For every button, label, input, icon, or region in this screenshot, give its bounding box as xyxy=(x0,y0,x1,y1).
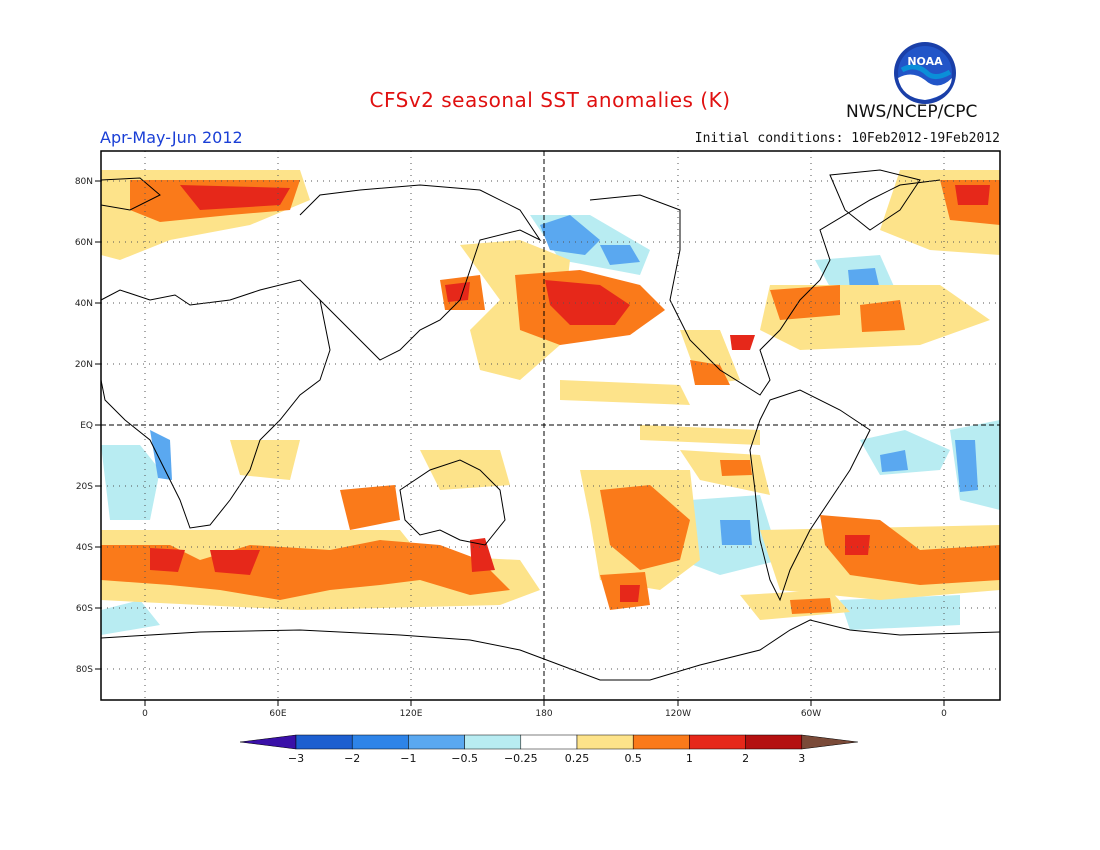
anomaly-light-blue-region xyxy=(101,445,160,520)
anomaly-blue-region xyxy=(955,440,978,492)
anomaly-blue-region xyxy=(540,215,600,255)
anomaly-red-region xyxy=(620,585,640,602)
noaa-logo-text: NOAA xyxy=(907,55,943,68)
anomaly-blue-region xyxy=(720,520,752,545)
lat-tick-label: 40S xyxy=(76,543,93,553)
agency-label: NWS/NCEP/CPC xyxy=(846,102,978,122)
lat-tick-label: 20S xyxy=(76,482,93,492)
anomaly-yellow-region xyxy=(640,425,760,445)
lat-tick-label: 40N xyxy=(75,299,93,309)
anomaly-blue-region xyxy=(880,450,908,472)
coastline-north-america xyxy=(589,179,941,396)
anomaly-red-region xyxy=(470,538,495,572)
anomaly-orange-region xyxy=(770,285,840,320)
anomaly-blue-region xyxy=(848,268,880,290)
lat-tick-label: 80S xyxy=(76,665,93,675)
season-label: Apr-May-Jun 2012 xyxy=(100,128,243,147)
lat-ticks xyxy=(95,180,101,670)
lat-tick-label: 60S xyxy=(76,604,93,614)
initial-conditions-label: Initial conditions: 10Feb2012-19Feb2012 xyxy=(694,131,1000,146)
coastline-asia xyxy=(299,184,542,361)
colorbar-swatch xyxy=(689,734,746,750)
colorbar-tick-label: 0.5 xyxy=(624,752,642,765)
colorbar-tick-label: −2 xyxy=(344,752,360,765)
lon-tick-label: 120E xyxy=(400,709,423,719)
colorbar-max-arrow xyxy=(801,734,858,750)
colorbar-swatch xyxy=(464,734,522,750)
anomaly-blue-region xyxy=(150,430,172,480)
anomaly-red-region xyxy=(845,535,870,555)
anomaly-fields xyxy=(101,170,1000,635)
lon-ticks xyxy=(144,700,945,706)
anomaly-orange-region xyxy=(720,460,752,476)
colorbar-swatch xyxy=(520,734,578,750)
colorbar-swatch xyxy=(745,734,803,750)
anomaly-blue-region xyxy=(600,245,640,265)
anomaly-light-blue-region xyxy=(101,600,160,635)
anomaly-yellow-region xyxy=(560,380,690,405)
anomaly-orange-region xyxy=(101,540,510,600)
coastlines xyxy=(101,169,1000,681)
colorbar-tick-label: −0.5 xyxy=(451,752,478,765)
anomaly-orange-region xyxy=(340,485,400,530)
anomaly-red-region xyxy=(210,550,260,575)
colorbar-swatch xyxy=(295,734,353,750)
anomaly-red-region xyxy=(180,185,290,210)
lon-tick-label: 60E xyxy=(269,709,286,719)
colorbar-swatch xyxy=(408,734,465,750)
anomaly-orange-region xyxy=(790,598,832,614)
lon-tick-label: 0 xyxy=(142,709,148,719)
chart-title: CFSv2 seasonal SST anomalies (K) xyxy=(369,88,731,112)
coastline-greenland-left xyxy=(101,177,161,211)
lon-tick-labels: 0 60E 120E 180 120W 60W 0 xyxy=(142,709,947,719)
colorbar-tick-label: 2 xyxy=(742,752,749,765)
colorbar-swatch xyxy=(632,734,690,750)
lon-tick-label: 180 xyxy=(535,709,552,719)
anomaly-orange-region xyxy=(820,515,1000,585)
colorbar-tick-label: 0.25 xyxy=(565,752,590,765)
lat-tick-label: 20N xyxy=(75,360,93,370)
anomaly-light-blue-region xyxy=(840,595,960,630)
colorbar-swatch xyxy=(351,734,409,750)
coastline-greenland xyxy=(829,169,921,231)
colorbar: −3 −2 −1 −0.5 −0.25 0.25 0.5 1 2 3 xyxy=(239,734,858,765)
anomaly-red-region xyxy=(730,335,755,350)
colorbar-tick-label: −3 xyxy=(288,752,304,765)
anomaly-orange-region xyxy=(600,485,690,570)
coastline-south-america xyxy=(749,389,871,602)
lat-tick-labels: 80N 60N 40N 20N EQ 20S 40S 60S 80S xyxy=(75,177,93,675)
reference-lines xyxy=(101,151,1000,700)
colorbar-min-arrow xyxy=(239,734,297,750)
anomaly-red-region xyxy=(445,282,470,302)
colorbar-tick-label: −1 xyxy=(400,752,416,765)
colorbar-tick-label: −0.25 xyxy=(504,752,538,765)
lat-tick-label: EQ xyxy=(80,421,93,431)
anomaly-yellow-region xyxy=(230,440,300,480)
colorbar-tick-label: 3 xyxy=(798,752,805,765)
coastline-africa-europe xyxy=(101,279,331,529)
lon-tick-label: 60W xyxy=(801,709,821,719)
colorbar-tick-label: 1 xyxy=(686,752,693,765)
coastline-australia xyxy=(399,459,506,546)
lat-tick-label: 80N xyxy=(75,177,93,187)
lon-tick-label: 0 xyxy=(941,709,947,719)
lon-tick-label: 120W xyxy=(665,709,691,719)
lat-tick-label: 60N xyxy=(75,238,93,248)
anomaly-orange-region xyxy=(690,360,730,385)
noaa-logo: NOAA xyxy=(894,42,956,104)
colorbar-swatch xyxy=(576,734,634,750)
coastline-antarctica xyxy=(101,619,1000,681)
anomaly-red-region xyxy=(150,548,185,572)
anomaly-orange-region xyxy=(860,300,905,332)
anomaly-yellow-region xyxy=(420,450,510,490)
anomaly-red-region xyxy=(955,185,990,205)
